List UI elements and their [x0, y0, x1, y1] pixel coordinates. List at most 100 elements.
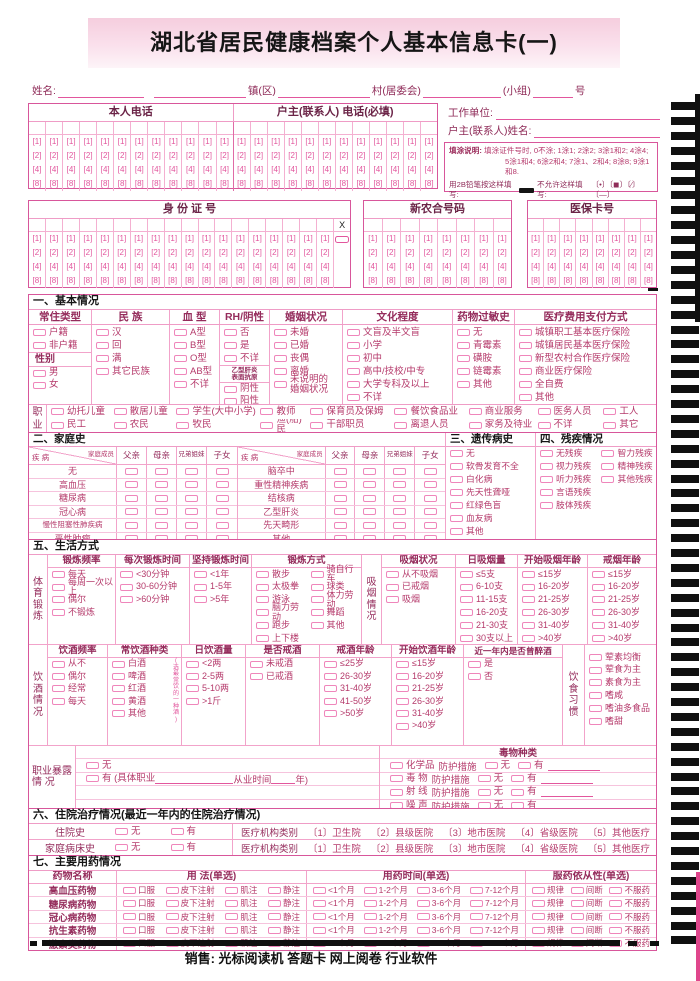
option-bubble[interactable]	[33, 342, 46, 349]
option-bubble[interactable]	[33, 369, 46, 377]
option-bubble[interactable]	[450, 515, 463, 522]
option-bubble[interactable]	[589, 692, 602, 700]
digit-bubble-2[interactable]: [2]	[288, 151, 298, 160]
option-bubble[interactable]	[450, 528, 463, 535]
option-bubble[interactable]	[468, 673, 481, 681]
digit-bubble-1[interactable]: [1]	[203, 137, 212, 146]
option-bubble[interactable]	[416, 913, 430, 921]
option-bubble[interactable]	[540, 463, 553, 470]
digit-bubble-8[interactable]: [8]	[271, 179, 281, 188]
option-bubble[interactable]	[416, 900, 430, 908]
digit-bubble-8[interactable]: [8]	[563, 276, 573, 285]
digit-bubble-2[interactable]: [2]	[100, 248, 110, 257]
org-option[interactable]: 〔1〕卫生院	[308, 843, 361, 855]
digit-bubble-2[interactable]: [2]	[151, 151, 161, 160]
digit-bubble-8[interactable]: [8]	[220, 179, 229, 188]
digit-bubble-2[interactable]: [2]	[627, 248, 637, 257]
option-bubble[interactable]	[125, 467, 138, 475]
digit-bubble-1[interactable]: [1]	[547, 234, 557, 243]
digit-bubble-1[interactable]: [1]	[531, 234, 541, 243]
digit-bubble-1[interactable]: [1]	[271, 137, 281, 146]
option-bubble[interactable]	[225, 926, 239, 934]
digit-bubble-2[interactable]: [2]	[479, 248, 489, 257]
org-option[interactable]: 〔1〕卫生院	[308, 827, 361, 839]
digit-bubble-8[interactable]: [8]	[386, 276, 396, 285]
option-bubble[interactable]	[333, 481, 347, 489]
digit-bubble-8[interactable]: [8]	[390, 179, 400, 188]
option-bubble[interactable]	[601, 476, 615, 483]
option-bubble[interactable]	[363, 913, 377, 921]
option-bubble[interactable]	[460, 634, 473, 642]
option-bubble[interactable]	[313, 886, 326, 894]
digit-bubble-1[interactable]: [1]	[579, 234, 589, 243]
option-bubble[interactable]	[125, 508, 138, 516]
digit-bubble-2[interactable]: [2]	[322, 151, 332, 160]
digit-bubble-2[interactable]: [2]	[168, 151, 178, 160]
digit-bubble-4[interactable]: [4]	[66, 165, 76, 174]
option-bubble[interactable]	[185, 494, 198, 502]
digit-bubble-2[interactable]: [2]	[66, 151, 76, 160]
option-bubble[interactable]	[155, 481, 168, 489]
digit-bubble-1[interactable]: [1]	[611, 234, 621, 243]
digit-bubble-8[interactable]: [8]	[356, 179, 366, 188]
option-bubble[interactable]	[393, 521, 407, 529]
digit-write-cell[interactable]: X	[334, 219, 351, 232]
digit-bubble-1[interactable]: [1]	[339, 137, 349, 146]
option-bubble[interactable]	[589, 705, 602, 713]
digit-bubble-8[interactable]: [8]	[423, 276, 433, 285]
digit-bubble-1[interactable]: [1]	[219, 234, 228, 243]
option-bubble[interactable]	[224, 342, 237, 349]
option-bubble[interactable]	[393, 535, 407, 539]
digit-write-cell[interactable]	[369, 122, 386, 135]
option-bubble[interactable]	[396, 710, 409, 718]
digit-bubble-1[interactable]: [1]	[390, 137, 400, 146]
digit-bubble-2[interactable]: [2]	[269, 248, 279, 257]
option-bubble[interactable]	[363, 467, 377, 475]
option-bubble[interactable]	[112, 710, 125, 718]
digit-bubble-4[interactable]: [4]	[151, 262, 161, 271]
option-bubble[interactable]	[324, 673, 337, 681]
digit-write-cell[interactable]	[419, 219, 437, 232]
option-bubble[interactable]	[256, 583, 269, 591]
digit-bubble-1[interactable]: [1]	[83, 137, 93, 146]
option-bubble[interactable]	[51, 421, 64, 429]
digit-write-cell[interactable]	[404, 122, 421, 135]
digit-write-cell[interactable]	[80, 122, 97, 135]
option-bubble[interactable]	[511, 802, 525, 808]
digit-bubble-4[interactable]: [4]	[202, 262, 211, 271]
digit-bubble-2[interactable]: [2]	[643, 248, 653, 257]
option-bubble[interactable]	[469, 886, 483, 894]
digit-bubble-2[interactable]: [2]	[252, 248, 262, 257]
option-bubble[interactable]	[86, 762, 99, 770]
digit-bubble-8[interactable]: [8]	[322, 179, 332, 188]
digit-bubble-8[interactable]: [8]	[547, 276, 557, 285]
digit-bubble-2[interactable]: [2]	[303, 248, 313, 257]
digit-bubble-4[interactable]: [4]	[627, 262, 637, 271]
option-bubble[interactable]	[274, 355, 287, 362]
option-bubble[interactable]	[589, 666, 602, 674]
digit-bubble-1[interactable]: [1]	[479, 234, 489, 243]
digit-bubble-4[interactable]: [4]	[339, 165, 349, 174]
option-bubble[interactable]	[522, 596, 535, 604]
digit-bubble-4[interactable]: [4]	[220, 165, 229, 174]
option-bubble[interactable]	[310, 609, 324, 617]
option-bubble[interactable]	[224, 355, 237, 362]
option-bubble[interactable]	[396, 697, 409, 705]
option-bubble[interactable]	[194, 570, 207, 578]
digit-bubble-2[interactable]: [2]	[32, 151, 42, 160]
digit-write-cell[interactable]	[493, 219, 511, 232]
digit-bubble-4[interactable]: [4]	[390, 165, 400, 174]
option-bubble[interactable]	[540, 450, 553, 457]
option-bubble[interactable]	[450, 476, 463, 483]
option-bubble[interactable]	[215, 521, 229, 529]
option-bubble[interactable]	[532, 926, 545, 934]
digit-bubble-8[interactable]: [8]	[83, 179, 93, 188]
digit-bubble-1[interactable]: [1]	[66, 137, 76, 146]
option-bubble[interactable]	[256, 634, 269, 642]
digit-bubble-2[interactable]: [2]	[405, 248, 415, 257]
digit-write-cell[interactable]	[576, 219, 592, 232]
option-bubble[interactable]	[601, 463, 615, 470]
digit-bubble-4[interactable]: [4]	[288, 165, 298, 174]
option-bubble[interactable]	[256, 570, 269, 578]
option-bubble[interactable]	[390, 802, 403, 808]
